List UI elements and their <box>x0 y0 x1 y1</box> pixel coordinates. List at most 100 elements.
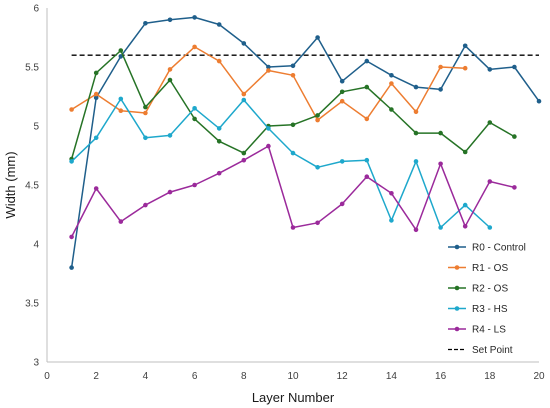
y-tick-label: 3.5 <box>25 299 39 310</box>
data-point <box>118 219 124 224</box>
data-point <box>216 22 222 27</box>
data-point <box>192 44 197 50</box>
data-point <box>93 91 99 97</box>
data-point <box>364 174 370 179</box>
legend-item: R2 - OS <box>448 284 508 295</box>
data-point <box>389 191 394 196</box>
data-point <box>339 89 345 95</box>
data-point <box>266 64 271 70</box>
series-1 <box>69 44 468 123</box>
series-group <box>69 15 542 270</box>
y-tick-label: 3 <box>33 358 39 369</box>
data-point <box>315 117 320 123</box>
data-point <box>241 157 247 163</box>
data-point <box>462 149 468 155</box>
legend-label: R0 - Control <box>472 243 526 254</box>
x-tick-label: 16 <box>435 371 447 382</box>
data-point <box>413 84 419 90</box>
data-point <box>487 120 493 125</box>
x-tick-label: 4 <box>143 371 149 382</box>
data-point <box>93 186 99 191</box>
data-point <box>216 170 222 176</box>
plot-area <box>46 8 539 363</box>
series-2 <box>69 48 517 162</box>
data-point <box>167 133 173 138</box>
series-line <box>71 46 466 121</box>
data-point <box>462 202 468 208</box>
x-tick-label: 6 <box>192 371 198 382</box>
legend-item: Set Point <box>448 345 513 356</box>
x-tick-label: 2 <box>93 371 99 382</box>
data-point <box>364 157 370 163</box>
data-point <box>216 139 222 144</box>
series-line <box>71 98 491 229</box>
data-point <box>462 224 468 229</box>
legend-marker <box>454 326 460 332</box>
data-point <box>118 54 124 59</box>
data-point <box>389 218 394 223</box>
y-tick-label: 5.5 <box>25 63 39 74</box>
data-point <box>143 104 148 110</box>
data-point <box>364 58 370 64</box>
series-4 <box>69 143 517 240</box>
data-point <box>167 77 173 83</box>
data-point <box>438 130 443 136</box>
legend-marker <box>454 265 460 270</box>
x-tick-label: 10 <box>287 371 299 382</box>
data-point <box>512 185 517 190</box>
legend-label: R3 - HS <box>472 304 508 315</box>
data-point <box>339 98 345 104</box>
x-axis-title: Layer Number <box>252 390 335 405</box>
data-point <box>339 159 345 164</box>
data-point <box>364 84 370 90</box>
data-point <box>290 225 296 230</box>
data-point <box>93 70 99 76</box>
data-point <box>389 73 394 78</box>
x-tick-label: 20 <box>533 371 545 382</box>
data-point <box>290 63 296 69</box>
data-point <box>438 87 443 92</box>
data-point <box>512 134 517 139</box>
legend: R0 - Control R1 - OS R2 - OS R3 - HS R4 - LS… <box>448 243 526 356</box>
data-point <box>241 91 247 97</box>
data-point <box>315 113 320 118</box>
data-point <box>167 67 173 72</box>
data-point <box>143 135 148 141</box>
series-line <box>70 145 515 238</box>
data-point <box>462 43 468 49</box>
data-point <box>413 159 419 164</box>
data-point <box>241 150 247 156</box>
data-point <box>266 68 271 73</box>
legend-marker <box>454 244 460 250</box>
data-point <box>413 227 419 233</box>
data-point <box>118 48 124 53</box>
data-point <box>69 107 74 112</box>
data-point <box>487 67 493 72</box>
y-tick-label: 5 <box>33 122 39 133</box>
data-point <box>167 17 173 23</box>
data-point <box>438 64 443 70</box>
data-point <box>167 189 173 195</box>
data-point <box>143 202 148 208</box>
data-point <box>487 179 493 184</box>
data-point <box>389 107 394 112</box>
data-point <box>241 97 247 103</box>
x-tick-label: 12 <box>337 371 349 382</box>
data-point <box>413 130 419 136</box>
legend-item: R3 - HS <box>448 304 508 315</box>
x-tick-label: 8 <box>241 371 247 382</box>
series-3 <box>69 96 493 230</box>
data-point <box>438 225 443 230</box>
data-point <box>290 150 296 156</box>
x-tick-label: 0 <box>44 371 50 382</box>
data-point <box>216 126 222 131</box>
data-point <box>364 116 370 122</box>
legend-item: R1 - OS <box>448 263 508 274</box>
data-point <box>69 234 74 240</box>
data-point <box>216 58 222 64</box>
x-axis-ticks: 0 2 4 6 8 10 12 14 16 18 20 <box>44 371 545 382</box>
legend-item: R4 - LS <box>448 325 506 336</box>
legend-label: Set Point <box>472 345 513 356</box>
data-point <box>143 21 148 26</box>
y-tick-label: 4.5 <box>25 181 39 192</box>
